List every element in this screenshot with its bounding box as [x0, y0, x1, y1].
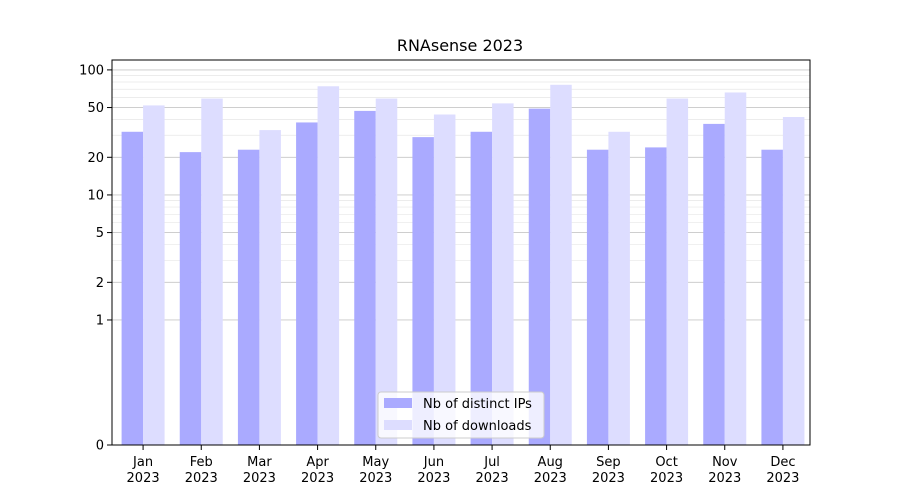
- x-tick-label: Jul 2023: [476, 455, 509, 486]
- bar-distinct-ips: [179, 152, 202, 445]
- x-tick-label: Feb 2023: [185, 455, 218, 486]
- bar-distinct-ips: [296, 122, 318, 445]
- grid-lines: [112, 69, 810, 321]
- y-tick-label: 20: [87, 151, 104, 166]
- y-tick-label: 2: [96, 276, 104, 291]
- bar-downloads: [317, 86, 340, 445]
- legend-label-downloads: Nb of downloads: [423, 419, 532, 434]
- bar-downloads: [143, 105, 165, 446]
- x-tick-label: Apr 2023: [301, 455, 334, 486]
- bar-distinct-ips: [528, 108, 551, 445]
- plot-frame: [111, 59, 811, 446]
- bar-distinct-ips: [412, 137, 434, 445]
- bar-distinct-ips: [586, 149, 609, 446]
- x-tick-label: Jun 2023: [417, 455, 450, 486]
- bar-distinct-ips: [703, 123, 725, 445]
- x-tick-label: Jan 2023: [127, 455, 160, 486]
- x-tick-label: Dec 2023: [766, 455, 799, 486]
- x-tick-label: Nov 2023: [708, 455, 741, 486]
- bar-downloads: [492, 103, 514, 446]
- y-tick-label: 10: [87, 188, 104, 203]
- y-tick-label: 1: [96, 313, 104, 328]
- legend: Nb of distinct IPs Nb of downloads: [377, 391, 545, 439]
- bar-distinct-ips: [354, 110, 376, 445]
- x-tick-label: Sep 2023: [592, 455, 625, 486]
- bar-downloads: [608, 131, 630, 445]
- bar-distinct-ips: [761, 149, 783, 446]
- bar-downloads: [550, 84, 572, 445]
- y-tick-label: 50: [87, 101, 104, 116]
- bar-downloads: [259, 130, 281, 445]
- y-tick-label: 5: [96, 226, 104, 241]
- x-tick-label: May 2023: [359, 455, 392, 486]
- x-tick-label: Oct 2023: [650, 455, 683, 486]
- bar-downloads: [782, 117, 805, 445]
- bar-distinct-ips: [645, 147, 667, 446]
- x-axis: Jan 2023 Feb 2023 Mar 2023 Apr 2023 May 2023 Jun 20…: [127, 445, 799, 486]
- bar-downloads: [201, 98, 223, 446]
- bars: [121, 84, 805, 446]
- legend-swatch-downloads: [384, 420, 412, 430]
- x-tick-label: Aug 2023: [534, 455, 567, 486]
- bar-downloads: [375, 98, 398, 446]
- y-tick-label: 100: [79, 63, 104, 78]
- legend-frame: [377, 391, 545, 439]
- y-tick-label: 0: [96, 439, 104, 454]
- bar-downloads: [666, 98, 689, 446]
- y-axis: 0 1 2 5 10 20 50 100: [79, 63, 112, 454]
- bar-downloads: [433, 114, 456, 445]
- bar-downloads: [724, 92, 747, 446]
- bar-distinct-ips: [121, 131, 144, 445]
- chart-title: RNAsense 2023: [397, 36, 523, 55]
- legend-swatch-distinct-ips: [384, 398, 412, 408]
- x-tick-label: Mar 2023: [243, 455, 276, 486]
- bar-distinct-ips: [470, 131, 493, 445]
- bar-distinct-ips: [237, 149, 260, 446]
- legend-label-distinct-ips: Nb of distinct IPs: [423, 397, 532, 412]
